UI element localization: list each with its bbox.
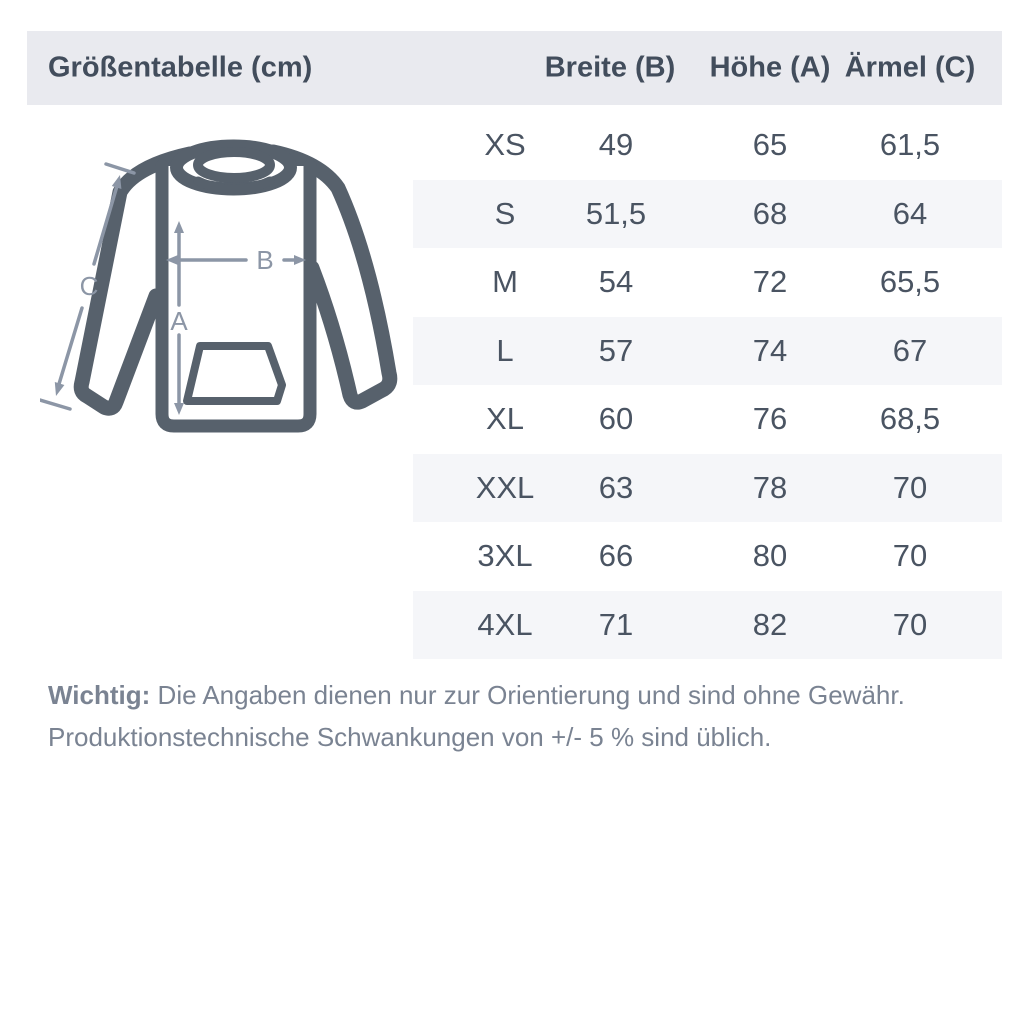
aermel-value: 67 — [892, 332, 928, 368]
size-table: XS 49 65 61,5 S 51,5 68 64 M 54 72 65,5 … — [413, 111, 1002, 659]
breite-value: 54 — [598, 264, 634, 300]
breite-value: 63 — [598, 469, 634, 505]
hoodie-diagram: A B C — [40, 139, 398, 433]
aermel-value: 70 — [892, 606, 928, 642]
label-c: C — [80, 271, 99, 301]
table-header: Größentabelle (cm) Breite (B) Höhe (A) Ä… — [27, 31, 1002, 105]
right-sleeve — [265, 144, 398, 410]
aermel-value: 64 — [892, 195, 928, 231]
size-label: S — [494, 195, 516, 231]
table-row-xxl: XXL 63 78 70 — [413, 453, 1002, 522]
hoehe-value: 72 — [752, 264, 788, 300]
table-row-xs: XS 49 65 61,5 — [413, 111, 1002, 180]
pocket-outline — [183, 342, 286, 405]
breite-value: 57 — [598, 332, 634, 368]
aermel-value: 61,5 — [879, 127, 941, 163]
size-label: XL — [486, 401, 524, 437]
label-b: B — [256, 245, 273, 275]
disclaimer-bold-prefix: Wichtig: — [48, 680, 151, 710]
hoehe-value: 80 — [752, 538, 788, 574]
hoehe-value: 82 — [752, 606, 788, 642]
dimension-arrow-a: A — [170, 221, 188, 415]
hoehe-value: 78 — [752, 469, 788, 505]
table-row-l: L 57 74 67 — [413, 316, 1002, 385]
left-sleeve — [73, 146, 198, 416]
aermel-value: 70 — [892, 538, 928, 574]
aermel-value: 70 — [892, 469, 928, 505]
size-label: XS — [484, 127, 526, 163]
column-header-hoehe: Höhe (A) — [709, 51, 831, 84]
disclaimer-line-2: Produktionstechnische Schwankungen von +… — [48, 722, 772, 752]
column-header-breite: Breite (B) — [544, 51, 676, 84]
disclaimer-line-1-text: Die Angaben dienen nur zur Orientierung … — [150, 680, 905, 710]
dimension-arrow-c: C — [40, 162, 136, 411]
aermel-value: 68,5 — [879, 401, 941, 437]
table-row-s: S 51,5 68 64 — [413, 179, 1002, 248]
size-label: XXL — [475, 469, 535, 505]
disclaimer-note: Wichtig: Die Angaben dienen nur zur Orie… — [48, 674, 988, 758]
column-header-aermel: Ärmel (C) — [844, 51, 976, 84]
hoehe-value: 74 — [752, 332, 788, 368]
size-label: 4XL — [477, 606, 533, 642]
dimension-arrow-b: B — [166, 245, 306, 275]
table-row-4xl: 4XL 71 82 70 — [413, 590, 1002, 659]
size-label: 3XL — [477, 538, 533, 574]
hoehe-value: 68 — [752, 195, 788, 231]
table-row-3xl: 3XL 66 80 70 — [413, 522, 1002, 591]
table-row-m: M 54 72 65,5 — [413, 248, 1002, 317]
breite-value: 71 — [598, 606, 634, 642]
disclaimer-line-1: Wichtig: Die Angaben dienen nur zur Orie… — [48, 674, 988, 716]
breite-value: 60 — [598, 401, 634, 437]
table-row-xl: XL 60 76 68,5 — [413, 385, 1002, 454]
hood-outline — [170, 139, 297, 196]
label-a: A — [170, 306, 188, 336]
breite-value: 66 — [598, 538, 634, 574]
size-label: L — [496, 332, 514, 368]
size-label: M — [492, 264, 518, 300]
breite-value: 49 — [598, 127, 634, 163]
breite-value: 51,5 — [585, 195, 647, 231]
aermel-value: 65,5 — [879, 264, 941, 300]
hoehe-value: 65 — [752, 127, 788, 163]
hoehe-value: 76 — [752, 401, 788, 437]
page-title: Größentabelle (cm) — [48, 51, 313, 84]
